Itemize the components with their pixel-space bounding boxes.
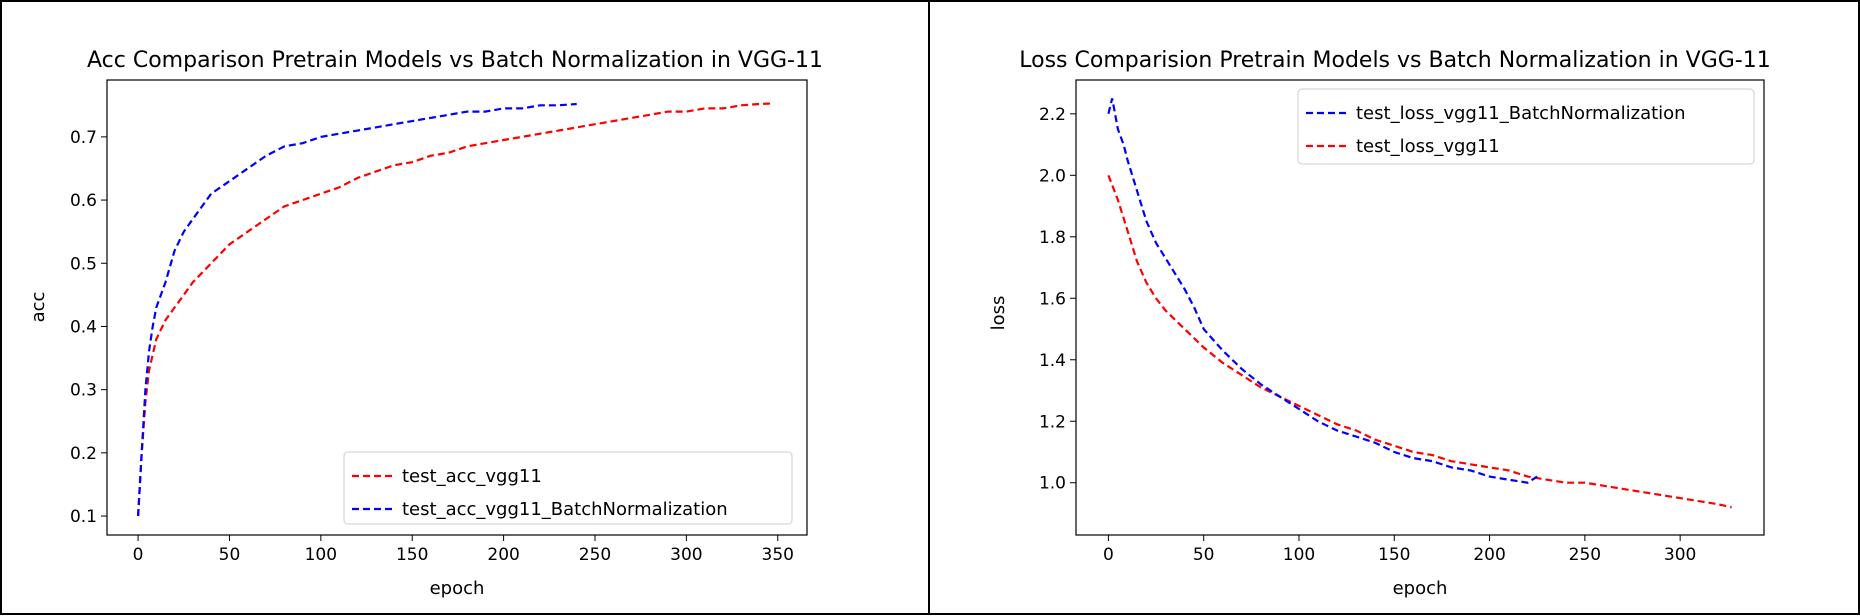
loss-y-tick-label: 1.4 bbox=[1039, 351, 1066, 371]
loss-legend-label-0: test_loss_vgg11 bbox=[1356, 136, 1500, 157]
acc-x-tick-label: 50 bbox=[219, 545, 241, 565]
loss-y-tick-label: 1.0 bbox=[1039, 474, 1066, 494]
acc-x-tick-label: 200 bbox=[487, 545, 519, 565]
acc-series-line-0 bbox=[137, 102, 775, 517]
acc-x-tick-label: 150 bbox=[396, 545, 428, 565]
acc-y-axis-label: acc bbox=[28, 292, 49, 323]
loss-series-line-1 bbox=[1107, 98, 1538, 484]
acc-x-tick-label: 300 bbox=[670, 545, 702, 565]
acc-chart-title: Acc Comparison Pretrain Models vs Batch … bbox=[87, 48, 823, 73]
acc-y-tick-label: 0.5 bbox=[70, 254, 97, 274]
acc-x-tick-label: 250 bbox=[579, 545, 611, 565]
loss-y-tick-label: 1.2 bbox=[1039, 412, 1066, 432]
acc-y-tick-label: 0.6 bbox=[70, 191, 97, 211]
loss-y-tick-label: 1.8 bbox=[1039, 228, 1066, 248]
acc-y-tick-label: 0.2 bbox=[70, 444, 97, 464]
acc-legend-label-0: test_acc_vgg11 bbox=[402, 466, 542, 487]
acc-x-tick-label: 350 bbox=[762, 545, 794, 565]
loss-x-tick-label: 50 bbox=[1193, 545, 1215, 565]
acc-series-line-1 bbox=[137, 102, 577, 517]
loss-x-tick-label: 300 bbox=[1664, 545, 1696, 565]
loss-x-tick-label: 150 bbox=[1378, 545, 1410, 565]
loss-y-tick-label: 2.2 bbox=[1039, 105, 1066, 125]
acc-legend-label-1: test_acc_vgg11_BatchNormalization bbox=[402, 499, 728, 520]
loss-y-axis-label: loss bbox=[988, 296, 1009, 331]
loss-y-axis: 1.0 1.2 1.4 1.6 1.8 2.0 2.2 bbox=[1039, 105, 1076, 494]
loss-legend-label-1: test_loss_vgg11_BatchNormalization bbox=[1356, 103, 1686, 124]
loss-chart: Loss Comparision Pretrain Models vs Batc… bbox=[988, 48, 1771, 599]
acc-y-tick-label: 0.3 bbox=[70, 381, 97, 401]
acc-legend-box bbox=[343, 451, 793, 525]
acc-x-tick-label: 100 bbox=[305, 545, 337, 565]
acc-x-axis: 0 50 100 150 200 250 300 350 bbox=[133, 535, 794, 565]
acc-y-tick-label: 0.7 bbox=[70, 128, 97, 148]
loss-x-tick-label: 200 bbox=[1473, 545, 1505, 565]
acc-plot-area bbox=[106, 79, 808, 536]
loss-chart-title: Loss Comparision Pretrain Models vs Batc… bbox=[1019, 48, 1770, 73]
acc-legend: test_acc_vgg11 test_acc_vgg11_BatchNormal… bbox=[343, 451, 793, 525]
loss-x-axis-label: epoch bbox=[1393, 578, 1448, 599]
loss-x-tick-label: 250 bbox=[1569, 545, 1601, 565]
loss-series-layer bbox=[1107, 98, 1732, 509]
loss-x-axis: 0 50 100 150 200 250 300 bbox=[1103, 535, 1696, 565]
acc-chart: Acc Comparison Pretrain Models vs Batch … bbox=[28, 48, 823, 599]
loss-y-tick-label: 2.0 bbox=[1039, 166, 1066, 186]
loss-legend-box bbox=[1297, 88, 1755, 165]
acc-y-tick-label: 0.1 bbox=[70, 507, 97, 527]
loss-x-tick-label: 0 bbox=[1103, 545, 1114, 565]
loss-x-tick-label: 100 bbox=[1283, 545, 1315, 565]
acc-y-axis: 0.1 0.2 0.3 0.4 0.5 0.6 0.7 bbox=[70, 128, 107, 527]
loss-y-tick-label: 1.6 bbox=[1039, 289, 1066, 309]
loss-series-line-0 bbox=[1107, 174, 1732, 509]
loss-plot-area bbox=[1075, 79, 1765, 536]
acc-y-tick-label: 0.4 bbox=[70, 317, 97, 337]
acc-x-tick-label: 0 bbox=[133, 545, 144, 565]
acc-series-layer bbox=[137, 102, 775, 517]
acc-x-axis-label: epoch bbox=[430, 578, 485, 599]
loss-legend: test_loss_vgg11_BatchNormalization test_l… bbox=[1297, 88, 1755, 165]
